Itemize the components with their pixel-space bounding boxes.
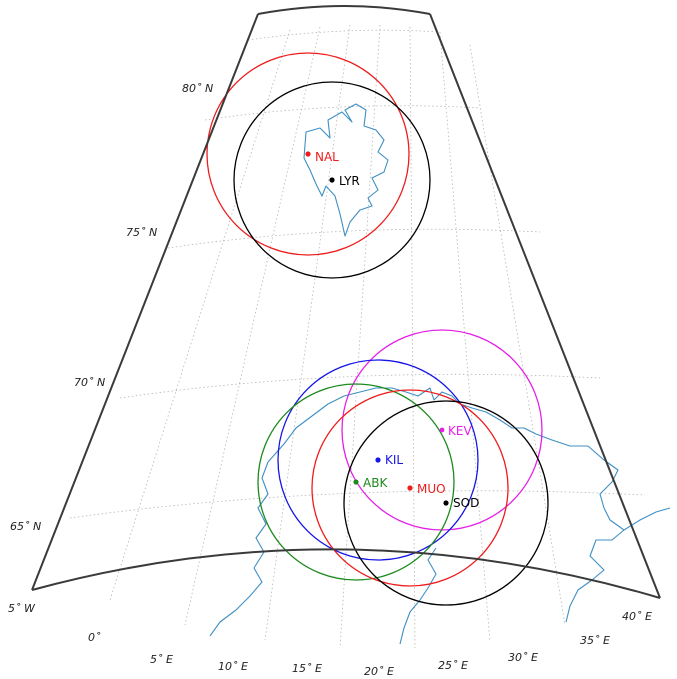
lon-label-35e: 35˚ E [580,634,610,647]
muo-ring [311,389,509,587]
sod-ring [343,400,549,606]
lyr-ring [233,81,431,279]
white-sea-coastline [565,445,625,623]
station-marker-kev [439,427,445,433]
station-label-kev: KEV [448,424,472,438]
station-marker-sod [443,500,449,506]
lon-label-20e: 20˚ E [364,665,394,678]
lat-label-75: 75˚ N [126,226,157,239]
abk-ring [257,383,455,581]
kil-ring [277,359,479,561]
lon-label-15e: 15˚ E [292,662,322,675]
lat-label-70: 70˚ N [74,376,105,389]
station-label-abk: ABK [363,476,388,490]
fennoscandia-coastline [267,387,588,463]
norway-west-coastline [209,461,269,637]
station-label-kil: KIL [385,453,403,467]
station-label-nal: NAL [315,150,339,164]
station-marker-abk [353,479,359,485]
lon-label-10e: 10˚ E [218,660,248,673]
svalbard-coastline [303,103,389,237]
station-markers: NAL LYR KEV KIL ABK MUO SOD [305,150,479,510]
nal-ring [206,52,410,256]
station-label-sod: SOD [453,496,479,510]
station-marker-muo [407,485,413,491]
lon-label-25e: 25˚ E [438,659,468,672]
latitude-labels: 80˚ N 75˚ N 70˚ N 65˚ N [10,82,213,533]
station-marker-kil [375,457,381,463]
lon-label-0: 0˚ [88,631,101,644]
lat-label-80: 80˚ N [182,82,213,95]
station-label-muo: MUO [417,482,446,496]
bothnia-coastline [399,547,437,645]
lon-label-5e: 5˚ E [150,653,173,666]
station-marker-lyr [329,177,335,183]
lat-label-65: 65˚ N [10,520,41,533]
lon-label-30e: 30˚ E [508,651,538,664]
lon-label-5w: 5˚ W [8,602,36,615]
coverage-rings [206,52,549,606]
map-frame [31,5,661,599]
lon-label-40e: 40˚ E [622,610,652,623]
station-marker-nal [305,151,311,157]
station-label-lyr: LYR [339,174,360,188]
longitude-labels: 5˚ W 0˚ 5˚ E 10˚ E 15˚ E 20˚ E 25˚ E 30˚… [8,602,652,678]
